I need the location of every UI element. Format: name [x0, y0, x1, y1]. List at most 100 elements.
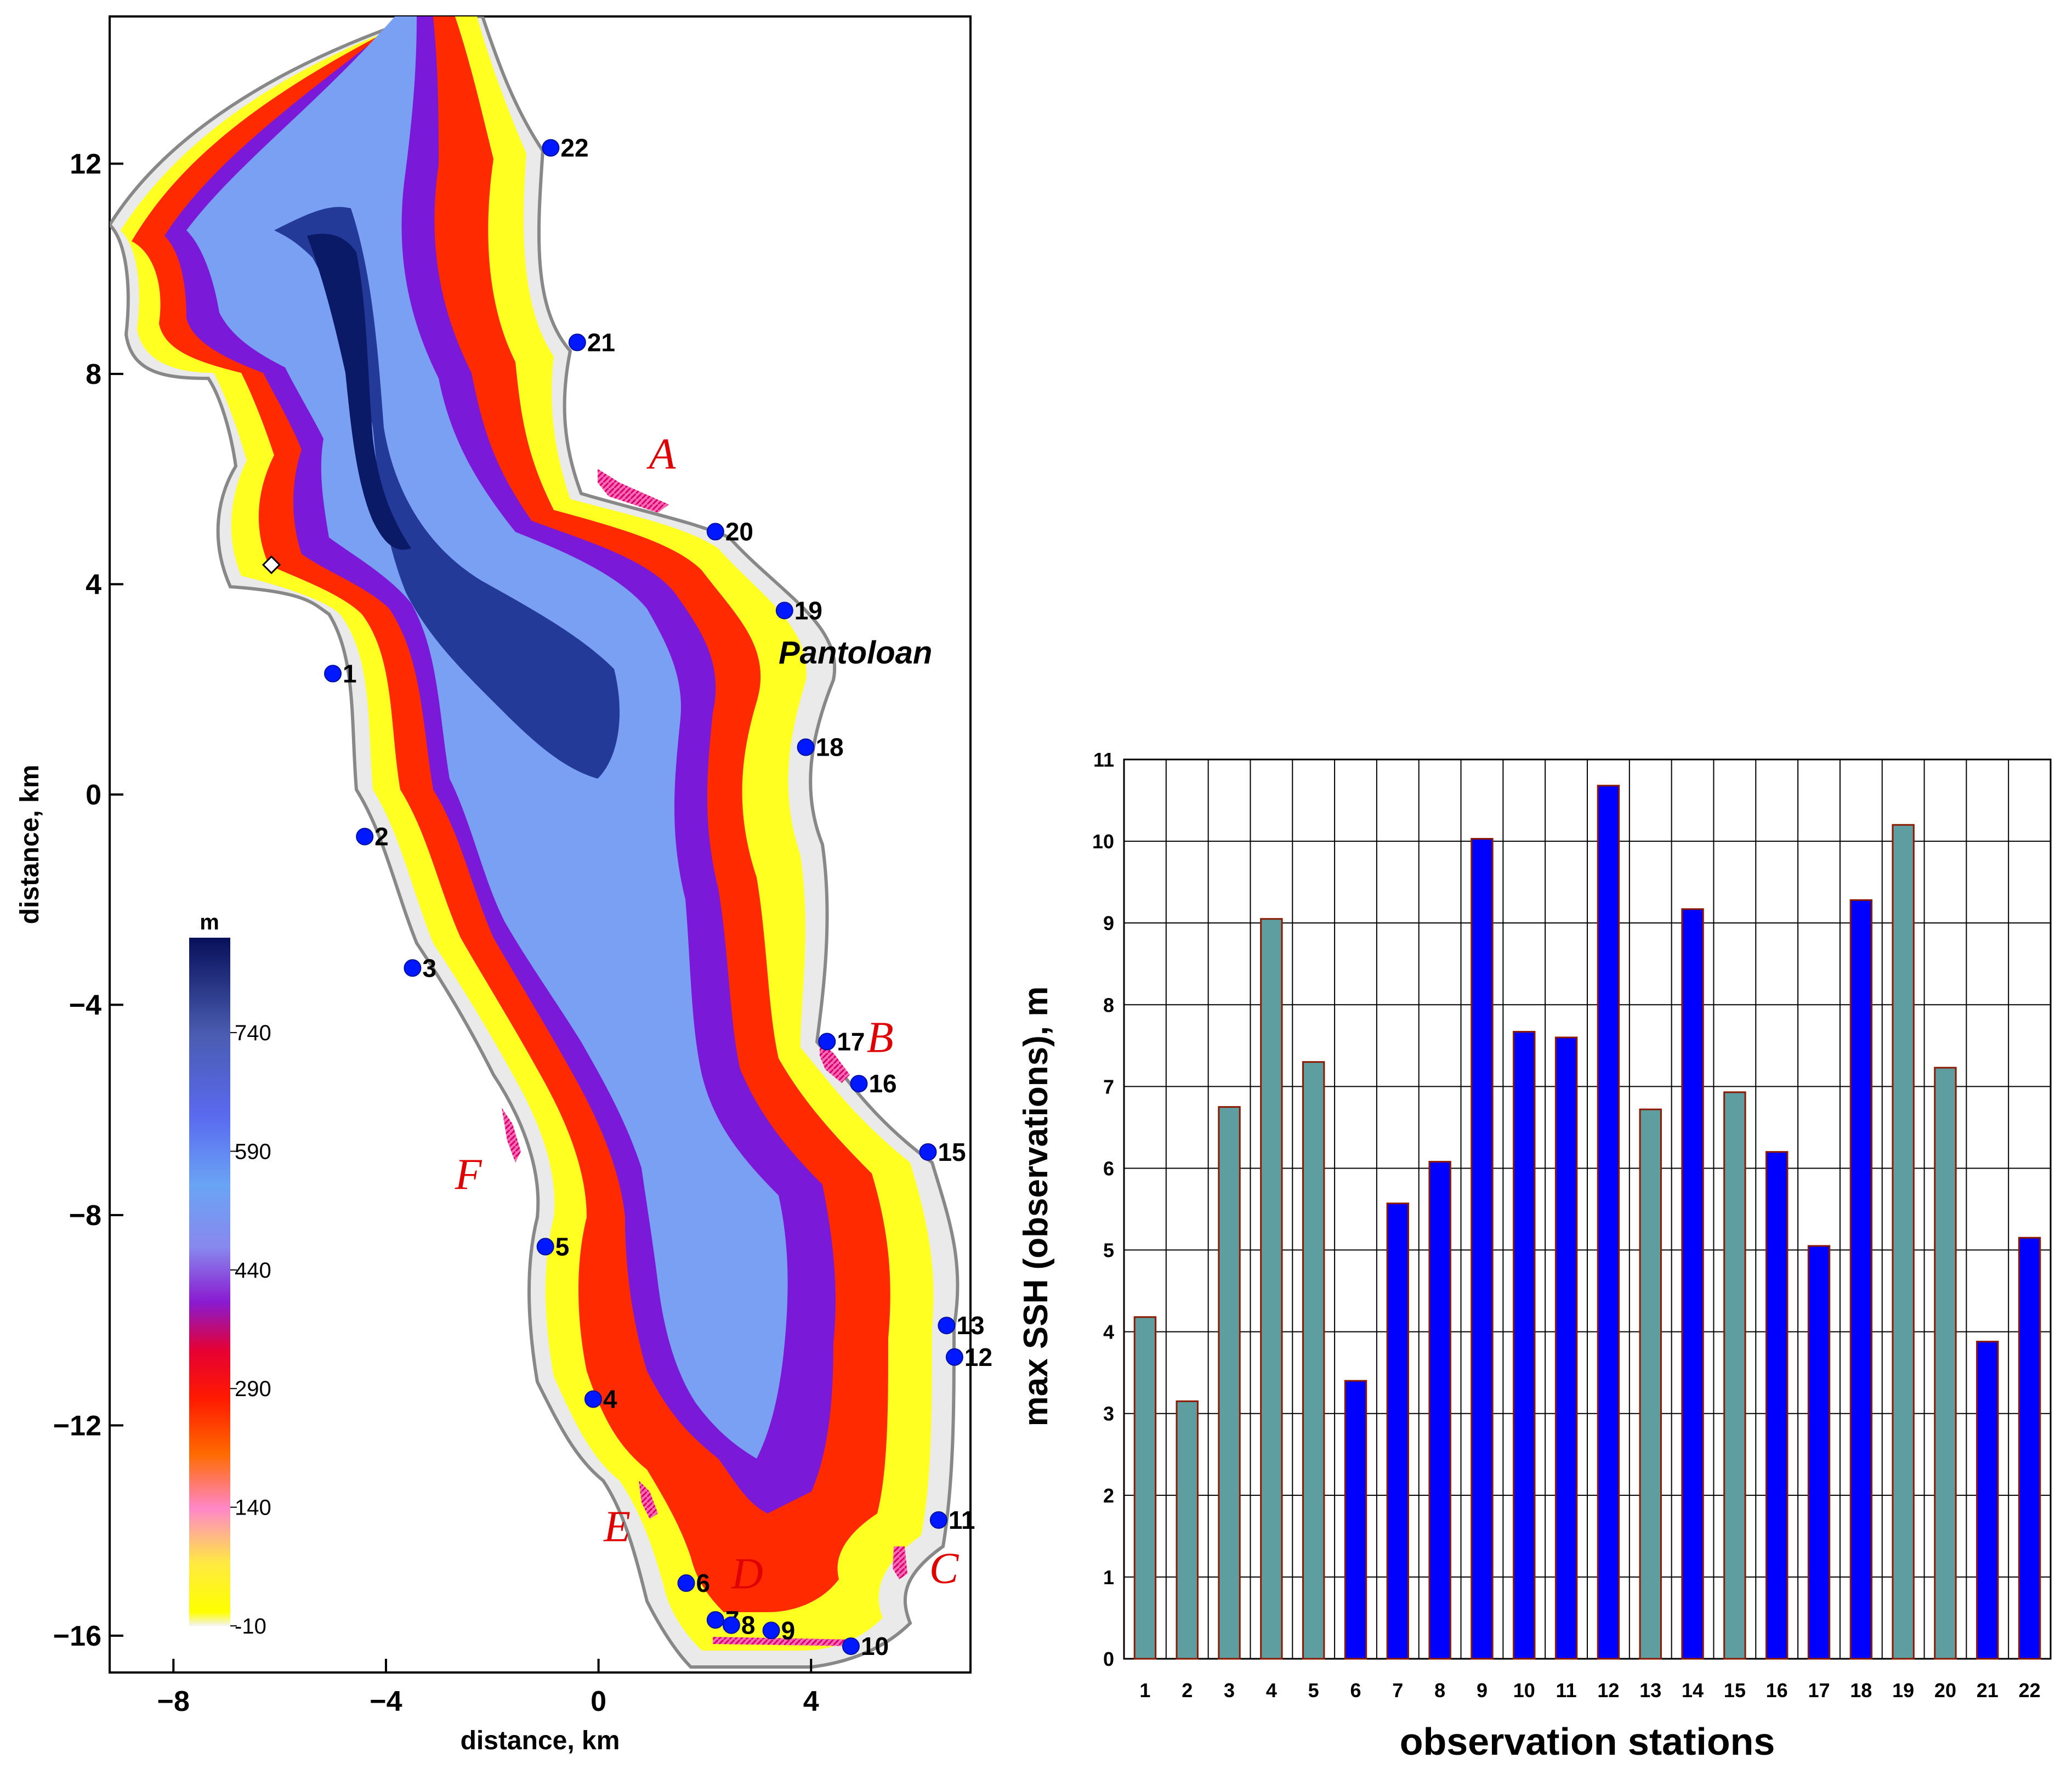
bar-station-21 — [1976, 1341, 1999, 1660]
bar-x-tick-label: 19 — [1892, 1679, 1914, 1702]
bar-x-tick-label: 22 — [2019, 1679, 2041, 1702]
bar-station-1 — [1133, 1316, 1157, 1660]
station-label: 9 — [781, 1616, 796, 1645]
station-markers: 123456789101112131516171819202122 — [324, 134, 992, 1660]
zone-label: A — [646, 430, 676, 479]
station-marker — [722, 1616, 740, 1634]
station-marker — [356, 827, 374, 846]
bar-x-tick-label: 3 — [1224, 1679, 1235, 1702]
map-x-tick-label: −8 — [157, 1686, 190, 1717]
colorbar-tick-label: 140 — [235, 1496, 271, 1520]
station-label: 22 — [560, 134, 588, 162]
station-marker — [584, 1390, 602, 1408]
bar-x-tick-label: 9 — [1477, 1679, 1488, 1702]
map-y-tick-label: 12 — [70, 148, 101, 180]
bar-station-6 — [1344, 1380, 1367, 1660]
bar-station-4 — [1260, 918, 1283, 1660]
bar-y-tick-label: 9 — [1103, 912, 1114, 934]
station-label: 19 — [794, 596, 822, 625]
map-y-axis-label: distance, km — [15, 765, 44, 925]
station-label: 18 — [816, 733, 844, 762]
station-marker — [404, 959, 422, 977]
map-x-tick-label: −4 — [370, 1686, 402, 1717]
station-marker — [568, 333, 586, 351]
station-marker — [850, 1075, 868, 1093]
trench-core — [307, 234, 411, 550]
map-y-tick-label: 0 — [86, 779, 101, 811]
bar-x-tick-label: 20 — [1934, 1679, 1956, 1702]
place-label-pantoloan: Pantoloan — [779, 635, 932, 671]
zone-label: C — [929, 1545, 960, 1593]
colorbar-tick-label: 290 — [235, 1377, 271, 1401]
bar-x-tick-label: 2 — [1182, 1679, 1193, 1702]
bar-station-13 — [1639, 1108, 1662, 1660]
hatch-zone-a — [598, 469, 669, 513]
station-label: 20 — [725, 518, 753, 546]
bar-station-5 — [1302, 1061, 1325, 1660]
bar-station-7 — [1386, 1203, 1410, 1660]
station-marker — [818, 1033, 836, 1051]
station-label: 15 — [938, 1138, 966, 1166]
bar-station-3 — [1218, 1106, 1241, 1660]
station-marker — [775, 602, 793, 620]
zone-labels: A B C D E F — [455, 430, 960, 1598]
station-label: 8 — [741, 1611, 756, 1640]
station-label: 12 — [964, 1343, 992, 1371]
bar-station-17 — [1807, 1245, 1831, 1660]
colorbar-ticks: 740 590 440 290 140 -10 — [230, 1021, 271, 1638]
bar-x-tick-label: 7 — [1392, 1679, 1403, 1702]
bar-y-tick-label: 5 — [1103, 1239, 1114, 1262]
bar-station-10 — [1513, 1030, 1536, 1660]
zone-label: E — [603, 1502, 631, 1551]
hatch-zone-c — [893, 1546, 907, 1579]
station-marker — [706, 1611, 724, 1629]
station-marker — [929, 1511, 947, 1529]
station-label: 3 — [422, 954, 436, 982]
bar-y-tick-label: 4 — [1103, 1321, 1114, 1343]
bar-x-tick-label: 18 — [1850, 1679, 1872, 1702]
station-label: 13 — [956, 1311, 984, 1340]
bar-y-tick-label: 2 — [1103, 1484, 1114, 1507]
bar-x-tick-label: 10 — [1513, 1679, 1535, 1702]
hatch-zone-d — [713, 1637, 855, 1646]
bar-x-tick-label: 12 — [1597, 1679, 1619, 1702]
map-x-axis-label: distance, km — [461, 1726, 620, 1755]
bar-station-16 — [1765, 1151, 1789, 1660]
lagoon — [262, 555, 281, 575]
bar-y-tick-label: 6 — [1103, 1157, 1114, 1180]
station-marker — [938, 1317, 956, 1335]
bar-x-tick-label: 11 — [1556, 1679, 1577, 1702]
bar-station-9 — [1471, 838, 1494, 1660]
bar-station-12 — [1597, 785, 1620, 1660]
bar-y-tick-label: 10 — [1092, 830, 1114, 853]
bar-y-ticks: 0 1 2 3 4 5 6 7 8 9 10 11 — [1092, 749, 1114, 1670]
bar-x-axis-label: observation stations — [1400, 1720, 1775, 1763]
bar-x-tick-label: 16 — [1766, 1679, 1788, 1702]
station-label: 2 — [374, 823, 389, 851]
bar-station-15 — [1723, 1091, 1746, 1660]
map-y-tick-label: −8 — [69, 1200, 101, 1232]
bar-station-2 — [1176, 1400, 1199, 1660]
bar-y-tick-label: 8 — [1103, 994, 1114, 1016]
bay-shape — [110, 16, 960, 1669]
colorbar-tick-label: -10 — [235, 1614, 266, 1638]
station-marker — [919, 1143, 937, 1161]
map-y-tick-label: −4 — [69, 989, 101, 1021]
bar-x-tick-label: 14 — [1682, 1679, 1704, 1702]
bar-y-tick-label: 7 — [1103, 1075, 1114, 1098]
colorbar-gradient — [189, 938, 230, 1626]
zone-label: B — [867, 1014, 894, 1062]
bar-y-tick-label: 0 — [1103, 1648, 1114, 1670]
zone-label: D — [731, 1550, 763, 1598]
station-marker — [324, 665, 342, 683]
bar-station-22 — [2018, 1237, 2041, 1660]
station-label: 11 — [949, 1506, 975, 1534]
hatch-zone-b — [820, 1042, 850, 1083]
zone-label: F — [455, 1150, 482, 1199]
colorbar-tick-label: 590 — [235, 1139, 271, 1164]
station-marker — [542, 139, 560, 157]
bar-x-ticks: 1 2 3 4 5 6 7 8 9 10 11 12 13 14 15 16 17 18 19 20 21 22 — [1139, 1679, 2040, 1702]
